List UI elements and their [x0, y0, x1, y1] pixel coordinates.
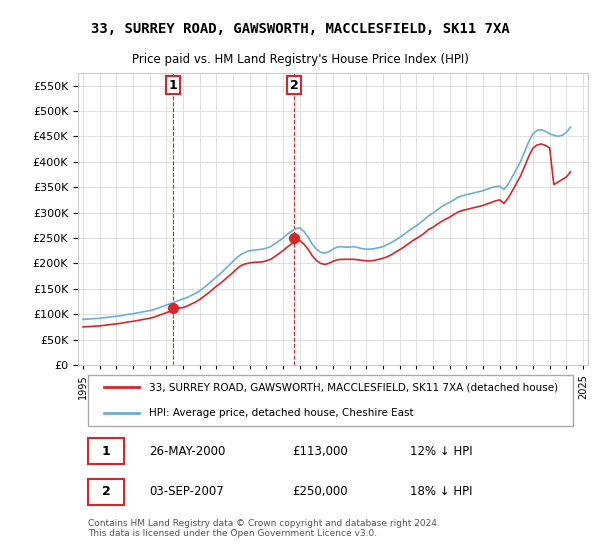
Text: 1: 1 — [101, 445, 110, 458]
Text: 03-SEP-2007: 03-SEP-2007 — [149, 486, 224, 498]
Text: Price paid vs. HM Land Registry's House Price Index (HPI): Price paid vs. HM Land Registry's House … — [131, 53, 469, 66]
Text: HPI: Average price, detached house, Cheshire East: HPI: Average price, detached house, Ches… — [149, 408, 414, 418]
Text: 33, SURREY ROAD, GAWSWORTH, MACCLESFIELD, SK11 7XA (detached house): 33, SURREY ROAD, GAWSWORTH, MACCLESFIELD… — [149, 382, 559, 392]
Text: 2: 2 — [101, 486, 110, 498]
FancyBboxPatch shape — [88, 479, 124, 505]
Text: £250,000: £250,000 — [292, 486, 348, 498]
FancyBboxPatch shape — [88, 438, 124, 464]
Text: £113,000: £113,000 — [292, 445, 348, 458]
Text: 1: 1 — [168, 78, 177, 92]
Text: 18% ↓ HPI: 18% ↓ HPI — [409, 486, 472, 498]
Text: 33, SURREY ROAD, GAWSWORTH, MACCLESFIELD, SK11 7XA: 33, SURREY ROAD, GAWSWORTH, MACCLESFIELD… — [91, 22, 509, 36]
Text: Contains HM Land Registry data © Crown copyright and database right 2024.
This d: Contains HM Land Registry data © Crown c… — [88, 519, 440, 538]
Text: 2: 2 — [290, 78, 299, 92]
Text: 12% ↓ HPI: 12% ↓ HPI — [409, 445, 472, 458]
FancyBboxPatch shape — [88, 375, 573, 426]
Text: 26-MAY-2000: 26-MAY-2000 — [149, 445, 226, 458]
